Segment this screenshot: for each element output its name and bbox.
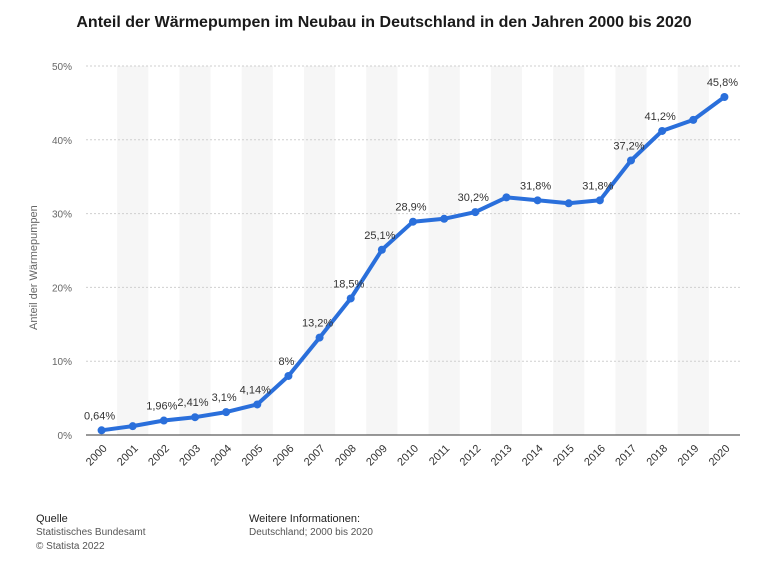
source-block: Quelle Statistisches Bundesamt © Statist…	[36, 512, 146, 554]
data-label: 31,8%	[582, 180, 613, 192]
x-tick-label: 2014	[520, 443, 546, 469]
data-point	[222, 408, 231, 417]
x-tick-label: 2001	[115, 443, 141, 469]
source-heading: Quelle	[36, 513, 68, 525]
data-label: 8%	[278, 356, 294, 368]
data-point	[191, 413, 199, 422]
column-band	[304, 66, 336, 435]
column-band	[677, 66, 709, 435]
info-block: Weitere Informationen: Deutschland; 2000…	[249, 512, 373, 540]
x-tick-label: 2009	[364, 443, 390, 469]
data-label: 18,5%	[333, 278, 364, 290]
x-tick-label: 2005	[240, 443, 266, 469]
x-tick-label: 2011	[427, 443, 452, 468]
data-label: 30,2%	[458, 192, 489, 204]
x-tick-labels: 2000 2001 2002 2003 2004 2005 2006 2007 2008 2009…	[84, 443, 733, 469]
column-band	[179, 66, 211, 435]
info-heading: Weitere Informationen:	[249, 513, 361, 525]
data-point	[377, 245, 386, 254]
data-label: 37,2%	[613, 140, 644, 152]
info-line-1: Deutschland; 2000 bis 2020	[249, 527, 373, 538]
data-label: 45,8%	[707, 77, 738, 89]
data-point	[409, 217, 417, 226]
data-point	[346, 294, 355, 303]
x-tick-label: 2006	[271, 443, 297, 469]
data-point	[159, 416, 168, 425]
x-tick-label: 2008	[333, 443, 359, 469]
y-tick-label: 30%	[52, 210, 72, 221]
x-tick-label: 2004	[208, 443, 234, 469]
y-tick-label: 10%	[52, 357, 72, 368]
data-point	[97, 426, 106, 435]
data-point	[720, 92, 729, 101]
data-point	[128, 422, 137, 431]
data-labels: 0,64% 1,96% 2,41% 3,1%4,14% 8% 13,2% 18,5% 25,1…	[84, 77, 738, 422]
x-tick-label: 2020	[707, 443, 733, 469]
x-tick-label: 2000	[84, 443, 110, 469]
data-point	[440, 214, 449, 223]
data-label: 28,9%	[395, 202, 426, 214]
y-tick-label: 40%	[52, 136, 72, 147]
x-tick-label: 2003	[177, 443, 203, 469]
data-point	[595, 196, 604, 205]
x-tick-label: 2013	[489, 443, 515, 469]
column-band	[490, 66, 522, 435]
data-point	[627, 156, 635, 165]
y-tick-label: 0%	[58, 431, 73, 442]
data-points	[97, 92, 729, 435]
column-band	[241, 66, 273, 435]
data-label: 3,1%	[212, 392, 237, 404]
data-point	[502, 193, 511, 202]
gridlines	[86, 65, 740, 436]
x-tick-label: 2018	[644, 443, 670, 469]
data-label: 31,8%	[520, 180, 551, 192]
data-label: 0,64%	[84, 410, 115, 422]
data-label: 4,14%	[240, 384, 271, 396]
data-point	[471, 208, 480, 217]
source-line-2: © Statista 2022	[36, 541, 105, 552]
data-label: 13,2%	[302, 318, 333, 330]
data-point	[253, 400, 262, 409]
x-tick-label: 2017	[613, 443, 639, 469]
x-tick-label: 2019	[676, 443, 702, 469]
y-axis-label: Anteil der Wärmepumpen	[28, 205, 40, 330]
x-tick-label: 2016	[582, 443, 608, 469]
data-point	[284, 371, 293, 380]
data-point	[689, 115, 698, 124]
data-point	[315, 333, 324, 342]
data-point	[564, 199, 573, 208]
data-point	[658, 126, 667, 135]
column-band	[428, 66, 460, 435]
y-tick-label: 20%	[52, 283, 72, 294]
source-line-1: Statistisches Bundesamt	[36, 527, 146, 538]
column-bands	[117, 66, 709, 435]
column-band	[553, 66, 585, 435]
y-tick-label: 50%	[52, 62, 72, 73]
x-tick-label: 2002	[146, 443, 172, 469]
x-tick-label: 2012	[458, 443, 484, 469]
x-tick-label: 2007	[302, 443, 328, 469]
x-tick-label: 2015	[551, 443, 577, 469]
chart-title: Anteil der Wärmepumpen im Neubau in Deut…	[76, 14, 692, 31]
data-point	[533, 196, 542, 205]
data-label: 2,41%	[177, 397, 208, 409]
column-band	[117, 66, 149, 435]
data-label: 41,2%	[645, 111, 676, 123]
y-tick-labels: 0% 10% 20% 30% 40% 50%	[52, 62, 72, 442]
data-label: 1,96%	[146, 401, 177, 413]
x-tick-label: 2010	[395, 443, 421, 469]
data-label: 25,1%	[364, 230, 395, 242]
column-band	[615, 66, 647, 435]
